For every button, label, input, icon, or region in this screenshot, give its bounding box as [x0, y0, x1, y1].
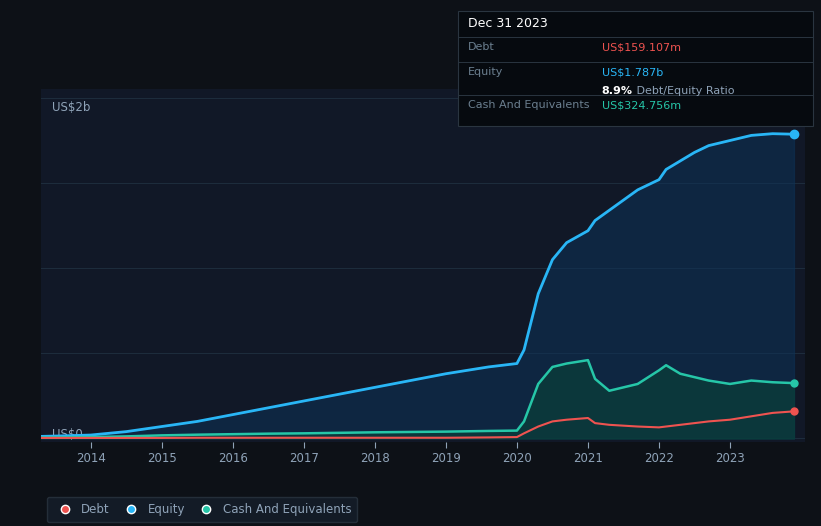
Text: Debt/Equity Ratio: Debt/Equity Ratio — [633, 86, 735, 96]
Text: US$2b: US$2b — [52, 102, 90, 114]
Text: US$159.107m: US$159.107m — [602, 42, 681, 52]
Text: US$0: US$0 — [52, 428, 82, 441]
Text: 8.9%: 8.9% — [602, 86, 633, 96]
Text: US$324.756m: US$324.756m — [602, 100, 681, 110]
Text: US$1.787b: US$1.787b — [602, 67, 663, 77]
Text: Dec 31 2023: Dec 31 2023 — [468, 17, 548, 30]
Text: Cash And Equivalents: Cash And Equivalents — [468, 100, 589, 110]
Text: Equity: Equity — [468, 67, 503, 77]
Text: Debt: Debt — [468, 42, 495, 52]
Legend: Debt, Equity, Cash And Equivalents: Debt, Equity, Cash And Equivalents — [47, 497, 357, 522]
